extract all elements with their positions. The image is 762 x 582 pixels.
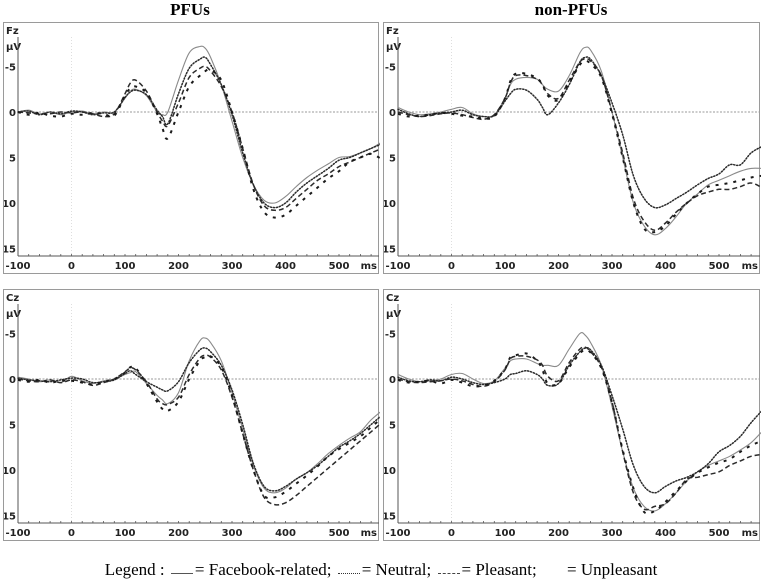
unit-label: µV [6, 309, 21, 320]
y-tick-label: 15 [384, 512, 396, 523]
series-line-facebook-related [397, 46, 761, 236]
y-tick-label: -5 [385, 330, 396, 341]
series-line-facebook-related [397, 332, 761, 512]
x-tick-label: 500 [709, 528, 730, 539]
legend: Legend : = Facebook-related; = Neutral; … [0, 560, 762, 580]
x-tick-label: 100 [115, 528, 136, 539]
legend-label-facebook-related: = Facebook-related; [194, 560, 332, 579]
x-tick-label: 100 [495, 261, 516, 272]
panel-pfus-cz: Cz µV -5 0 5 10 15 -100 0 100 200 300 400 500 ms [3, 289, 380, 541]
channel-label: Cz [386, 293, 399, 304]
channel-label: Fz [6, 26, 19, 37]
legend-label-pleasant: = Pleasant; [461, 560, 537, 579]
x-tick-label: 0 [448, 261, 455, 272]
legend-label-unpleasant: = Unpleasant [566, 560, 658, 579]
unit-label: µV [386, 42, 401, 53]
y-tick-label: -5 [5, 330, 16, 341]
panel-non-pfus-fz: Fz µV -5 0 5 10 15 -100 0 100 200 300 400 500 ms [383, 22, 761, 274]
x-tick-label: 500 [329, 261, 350, 272]
legend-prefix: Legend : [104, 560, 165, 579]
series-line-unpleasant [17, 68, 380, 219]
x-tick-label: 100 [495, 528, 516, 539]
series-line-neutral [17, 56, 380, 209]
x-tick-label: 200 [548, 261, 569, 272]
legend-swatch-dotted-icon [337, 572, 360, 574]
y-tick-label: 5 [389, 421, 396, 432]
series-line-neutral [17, 347, 380, 492]
legend-swatch-solid-icon [170, 572, 193, 574]
erp-plot: Fz µV -5 0 5 10 15 -100 0 100 200 300 400 500 ms [4, 26, 380, 272]
column-title-pfus: PFUs [170, 0, 210, 19]
legend-label-neutral: = Neutral; [361, 560, 432, 579]
x-unit-label: ms [742, 261, 758, 272]
y-tick-label: -5 [5, 63, 16, 74]
x-tick-label: 400 [655, 261, 676, 272]
x-tick-label: 300 [602, 528, 623, 539]
x-tick-label: -100 [5, 261, 30, 272]
series-line-pleasant [17, 65, 380, 212]
series-line-neutral [397, 56, 761, 209]
unit-label: µV [6, 42, 21, 53]
y-tick-label: 5 [389, 154, 396, 165]
x-tick-label: 200 [168, 261, 189, 272]
y-tick-label: 10 [384, 466, 396, 477]
channel-label: Cz [6, 293, 19, 304]
series-line-pleasant [397, 58, 761, 232]
x-tick-label: -100 [385, 528, 410, 539]
y-tick-label: 10 [4, 199, 16, 210]
x-unit-label: ms [742, 528, 758, 539]
y-tick-label: 0 [9, 375, 16, 386]
x-unit-label: ms [361, 528, 377, 539]
x-tick-label: 200 [548, 528, 569, 539]
y-tick-label: 0 [9, 108, 16, 119]
x-tick-label: 300 [602, 261, 623, 272]
series-line-facebook-related [17, 45, 380, 204]
x-tick-label: 400 [275, 528, 296, 539]
x-tick-label: 0 [68, 261, 75, 272]
x-tick-label: 400 [275, 261, 296, 272]
x-unit-label: ms [361, 261, 377, 272]
x-tick-label: 400 [655, 528, 676, 539]
y-tick-label: 15 [384, 245, 396, 256]
y-tick-label: -5 [385, 63, 396, 74]
panel-pfus-fz: Fz µV -5 0 5 10 15 -100 0 100 200 300 400 500 ms [3, 22, 380, 274]
x-tick-label: 200 [168, 528, 189, 539]
channel-label: Fz [386, 26, 399, 37]
x-tick-label: 500 [329, 528, 350, 539]
series-line-pleasant [397, 346, 761, 511]
y-tick-label: 0 [389, 108, 396, 119]
erp-plot: Fz µV -5 0 5 10 15 -100 0 100 200 300 400 500 ms [384, 26, 761, 272]
x-tick-label: -100 [5, 528, 30, 539]
x-tick-label: 300 [222, 261, 243, 272]
y-tick-label: 10 [4, 466, 16, 477]
erp-plot: Cz µV -5 0 5 10 15 -100 0 100 200 300 400 500 ms [384, 293, 761, 539]
x-tick-label: 100 [115, 261, 136, 272]
panel-non-pfus-cz: Cz µV -5 0 5 10 15 -100 0 100 200 300 400 500 ms [383, 289, 761, 541]
y-tick-label: 5 [9, 154, 16, 165]
series-line-neutral [397, 347, 761, 494]
series-line-facebook-related [17, 337, 380, 494]
y-tick-label: 15 [4, 245, 16, 256]
legend-swatch-dashed-icon [437, 572, 460, 574]
series-line-unpleasant [17, 354, 380, 500]
x-tick-label: 0 [68, 528, 75, 539]
erp-plot: Cz µV -5 0 5 10 15 -100 0 100 200 300 400 500 ms [4, 293, 380, 539]
x-tick-label: -100 [385, 261, 410, 272]
column-title-non-pfus: non-PFUs [534, 0, 608, 19]
series-line-unpleasant [397, 59, 761, 234]
y-tick-label: 15 [4, 512, 16, 523]
y-tick-label: 5 [9, 421, 16, 432]
y-tick-label: 0 [389, 375, 396, 386]
y-tick-label: 10 [384, 199, 396, 210]
unit-label: µV [386, 309, 401, 320]
x-tick-label: 500 [709, 261, 730, 272]
x-tick-label: 300 [222, 528, 243, 539]
x-tick-label: 0 [448, 528, 455, 539]
